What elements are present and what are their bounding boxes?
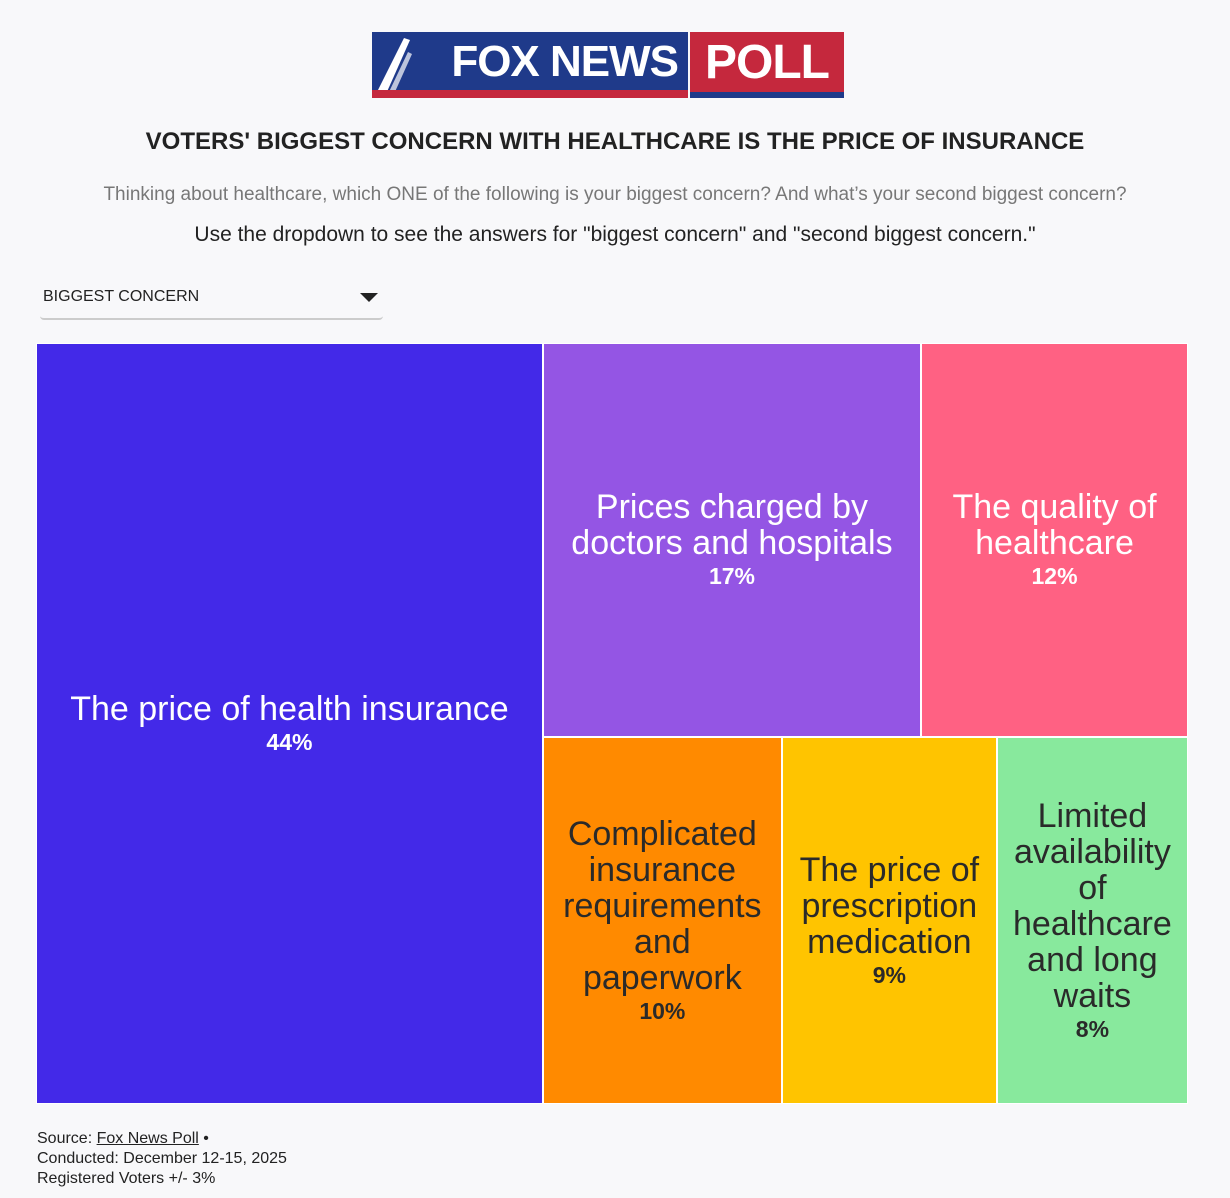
tile-value: 10% <box>639 997 686 1024</box>
tile-value: 17% <box>708 563 755 590</box>
tile-label: The quality of healthcare <box>952 488 1157 563</box>
treemap-tile[interactable]: Complicated insurance requirements and p… <box>542 737 782 1104</box>
dropdown-instruction: Use the dropdown to see the answers for … <box>194 223 1036 246</box>
sample-margin: Registered Voters +/- 3% <box>37 1170 216 1187</box>
caret-down-icon <box>360 293 378 302</box>
poll-wordmark: POLL <box>690 32 844 98</box>
treemap-tile[interactable]: Prices charged by doctors and hospitals 1… <box>542 343 922 738</box>
tile-label: Prices charged by doctors and hospitals <box>571 488 893 563</box>
fox-news-wordmark: FOX NEWS <box>372 32 688 98</box>
source-line: Source: Fox News Poll • <box>37 1129 287 1149</box>
tile-value: 8% <box>1075 1015 1110 1042</box>
poll-text: POLL <box>705 35 830 89</box>
tile-label: The price of health insurance <box>70 689 509 728</box>
source-prefix: Source: <box>37 1130 97 1147</box>
treemap-tile[interactable]: The price of health insurance 44% <box>36 343 543 1104</box>
survey-question: Thinking about healthcare, which ONE of … <box>103 184 1127 205</box>
chart-footer: Source: Fox News Poll • Conducted: Decem… <box>37 1129 287 1189</box>
logo-stripe <box>372 90 688 98</box>
tile-label: Complicated insurance requirements and p… <box>563 814 762 997</box>
source-link[interactable]: Fox News Poll <box>96 1130 199 1147</box>
treemap-tile[interactable]: The price of prescription medication 9% <box>781 737 997 1104</box>
conducted-dates: Conducted: December 12-15, 2025 <box>37 1150 287 1167</box>
tile-label: Limited availability of healthcare and l… <box>1013 796 1172 1015</box>
tile-value: 12% <box>1031 563 1078 590</box>
dropdown-selected-value: BIGGEST CONCERN <box>43 288 200 305</box>
tile-value: 9% <box>872 961 906 988</box>
fox-news-poll-logo: FOX NEWS POLL <box>372 32 844 98</box>
treemap-tile[interactable]: Limited availability of healthcare and l… <box>996 737 1188 1104</box>
treemap-tile[interactable]: The quality of healthcare 12% <box>921 343 1188 738</box>
tile-value: 44% <box>266 728 313 755</box>
fox-streak-icon <box>376 38 412 94</box>
concern-treemap: The price of health insurance 44% Prices c… <box>36 343 1188 1104</box>
tile-label: The price of prescription medication <box>799 850 980 961</box>
source-suffix: • <box>198 1130 209 1147</box>
fox-news-text: FOX NEWS <box>451 37 679 86</box>
chart-headline: VOTERS' BIGGEST CONCERN WITH HEALTHCARE … <box>145 128 1085 155</box>
concern-dropdown[interactable]: BIGGEST CONCERN <box>40 280 383 320</box>
